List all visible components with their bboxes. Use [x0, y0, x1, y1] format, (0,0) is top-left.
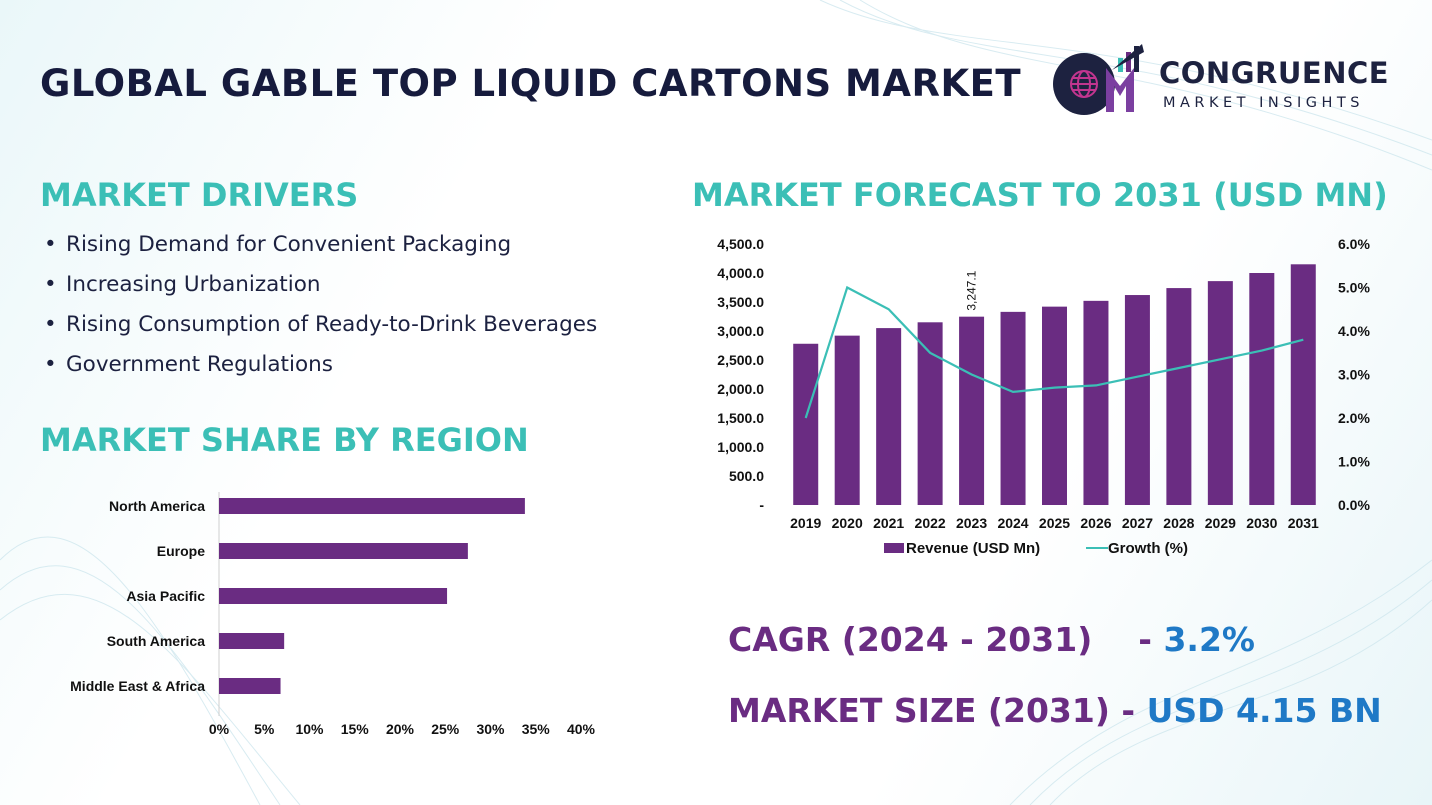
page-title: GLOBAL GABLE TOP LIQUID CARTONS MARKET [40, 62, 1022, 105]
bar-2029 [1207, 281, 1233, 505]
list-item: • Rising Consumption of Ready-to-Drink Be… [44, 312, 598, 337]
bar-2024 [1000, 311, 1026, 505]
y-left-tick-label: 4,500.0 [717, 236, 764, 252]
y-left-tick-label: 2,000.0 [717, 381, 764, 397]
list-item: • Increasing Urbanization [44, 272, 321, 297]
y-right-tick-label: 2.0% [1338, 410, 1370, 426]
market-size-kpi: MARKET SIZE (2031) - USD 4.15 BN [728, 691, 1382, 730]
x-tick-label: 35% [522, 721, 551, 737]
y-left-tick-label: 4,000.0 [717, 265, 764, 281]
data-label: 3,247.1 [965, 270, 979, 310]
globe-icon [1070, 70, 1098, 98]
market-size-label: MARKET SIZE (2031) [728, 691, 1110, 730]
bar-south-america [219, 633, 285, 649]
bar-europe [219, 543, 468, 559]
x-tick-label: 2023 [956, 515, 987, 531]
y-left-tick-label: - [759, 497, 764, 513]
bar-2030 [1249, 273, 1275, 505]
cagr-value: 3.2% [1163, 620, 1255, 659]
x-tick-label: 40% [567, 721, 596, 737]
forecast-combo-chart: - 500.0 1,000.0 1,500.0 2,000.0 2,500.0 3,000.… [717, 236, 1370, 557]
bar-north-america [219, 498, 525, 514]
category-label: Middle East & Africa [70, 678, 205, 694]
x-tick-label: 20% [386, 721, 415, 737]
y-left-tick-label: 3,500.0 [717, 294, 764, 310]
drivers-list: • Rising Demand for Convenient Packaging … [44, 228, 597, 388]
forecast-heading: MARKET FORECAST TO 2031 (USD MN) [692, 176, 1388, 214]
list-item: • Rising Demand for Convenient Packaging [44, 232, 512, 257]
y-left-tick-label: 500.0 [729, 468, 764, 484]
logo-name: CONGRUENCE [1159, 56, 1390, 90]
bar-2027 [1124, 295, 1150, 505]
company-logo: CONGRUENCE MARKET INSIGHTS [1046, 40, 1396, 120]
x-tick-label: 2022 [915, 515, 946, 531]
cagr-separator: - [1138, 620, 1164, 659]
bar-2026 [1083, 300, 1109, 505]
bar-2028 [1166, 288, 1192, 505]
bar-asia-pacific [219, 588, 448, 604]
y-left-tick-label: 1,500.0 [717, 410, 764, 426]
cagr-label: CAGR (2024 - 2031) [728, 620, 1093, 659]
bar-middle-east-africa [219, 678, 281, 694]
x-tick-label: 2030 [1246, 515, 1277, 531]
y-right-tick-label: 6.0% [1338, 236, 1370, 252]
logo-tagline: MARKET INSIGHTS [1163, 95, 1364, 111]
cagr-kpi: CAGR (2024 - 2031) - 3.2% [728, 620, 1255, 659]
x-tick-label: 10% [295, 721, 324, 737]
y-left-tick-label: 3,000.0 [717, 323, 764, 339]
x-tick-label: 30% [476, 721, 505, 737]
y-right-tick-label: 1.0% [1338, 454, 1370, 470]
bar-2021 [876, 328, 902, 505]
category-label: Europe [157, 543, 205, 559]
bar-2020 [834, 335, 860, 505]
x-tick-label: 2024 [997, 515, 1028, 531]
x-tick-label: 2025 [1039, 515, 1070, 531]
legend-growth-label: Growth (%) [1108, 540, 1188, 557]
x-tick-label: 2028 [1163, 515, 1194, 531]
x-tick-label: 2027 [1122, 515, 1153, 531]
x-tick-label: 2031 [1288, 515, 1319, 531]
market-size-separator: - [1109, 691, 1147, 730]
logo-mark [1053, 44, 1144, 115]
y-left-tick-label: 1,000.0 [717, 439, 764, 455]
x-tick-label: 2026 [1080, 515, 1111, 531]
x-tick-label: 2021 [873, 515, 904, 531]
bar-2025 [1042, 306, 1067, 505]
legend-revenue-label: Revenue (USD Mn) [906, 540, 1040, 557]
x-tick-label: 2019 [790, 515, 821, 531]
y-left-tick-label: 2,500.0 [717, 352, 764, 368]
bar-2031 [1290, 264, 1316, 505]
region-bar-chart: North America Europe Asia Pacific South Ame… [70, 492, 596, 737]
bar-2022 [917, 322, 943, 505]
y-right-tick-label: 3.0% [1338, 367, 1370, 383]
region-heading: MARKET SHARE BY REGION [40, 421, 529, 459]
x-tick-label: 2020 [832, 515, 863, 531]
category-label: North America [109, 498, 205, 514]
drivers-heading: MARKET DRIVERS [40, 176, 359, 214]
x-tick-label: 15% [341, 721, 370, 737]
y-right-tick-label: 5.0% [1338, 280, 1370, 296]
y-right-tick-label: 0.0% [1338, 497, 1370, 513]
market-size-value: USD 4.15 BN [1146, 691, 1382, 730]
x-tick-label: 0% [209, 721, 230, 737]
bar-2019 [793, 343, 819, 505]
y-right-tick-label: 4.0% [1338, 323, 1370, 339]
x-tick-label: 5% [254, 721, 275, 737]
x-tick-label: 25% [431, 721, 460, 737]
category-label: Asia Pacific [126, 588, 205, 604]
list-item: • Government Regulations [44, 352, 333, 377]
legend-revenue-swatch [884, 543, 904, 553]
category-label: South America [107, 633, 205, 649]
bar-2023 [959, 316, 985, 505]
x-tick-label: 2029 [1205, 515, 1236, 531]
